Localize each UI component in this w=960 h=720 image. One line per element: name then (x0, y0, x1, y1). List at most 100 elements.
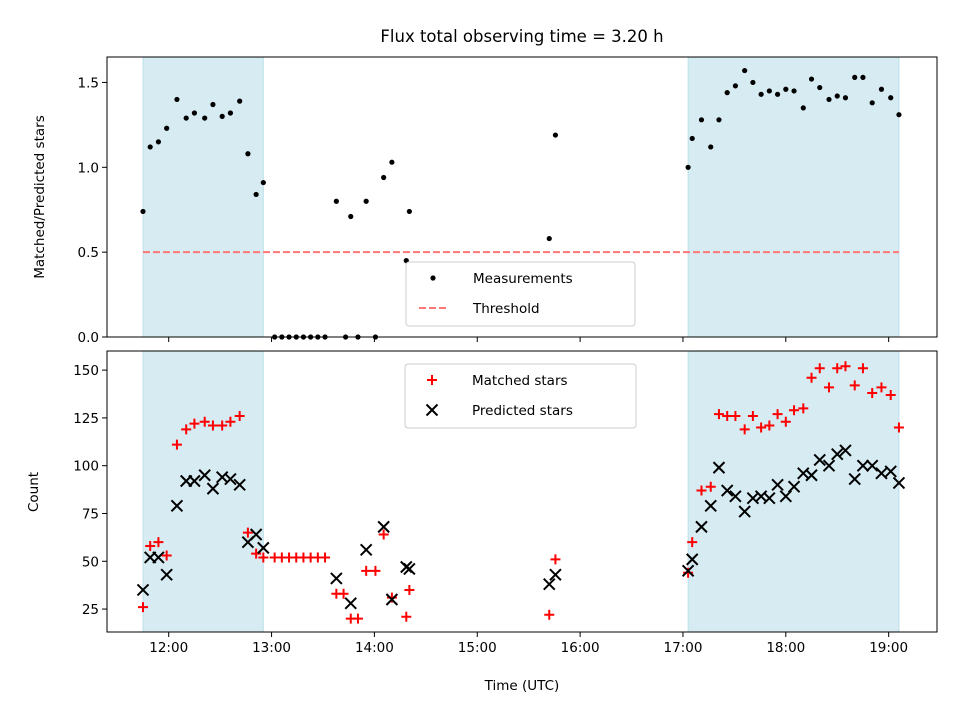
x-tick-label: 14:00 (355, 640, 394, 656)
predicted-stars-point (377, 520, 390, 534)
top-y-tick-label: 0.0 (78, 330, 99, 346)
matched-stars-point (225, 416, 236, 427)
bottom-shaded-region (687, 350, 900, 633)
x-tick-label: 17:00 (664, 640, 703, 656)
x-tick-label: 15:00 (458, 640, 497, 656)
matched-stars-point (756, 422, 767, 433)
matched-stars-point (730, 410, 741, 421)
matched-stars-point (824, 382, 835, 393)
measurements-point (888, 95, 894, 101)
legend-measurements-swatch (430, 275, 436, 281)
x-tick-label: 19:00 (869, 640, 908, 656)
top-axes-frame (106, 56, 938, 338)
measurements-point (869, 100, 875, 106)
predicted-stars-point (170, 499, 184, 513)
predicted-stars-point (892, 476, 906, 490)
measurements-point (381, 174, 387, 181)
predicted-stars-point (359, 543, 373, 557)
matched-stars-point (378, 529, 389, 540)
measurements-point (260, 179, 266, 186)
top-shaded-region (142, 56, 264, 338)
measurements-point (685, 164, 691, 170)
measurements-point (808, 76, 815, 82)
measurements-point (842, 95, 849, 101)
top-legend-box (405, 261, 636, 327)
predicted-stars-point (805, 469, 818, 482)
measurements-point (758, 91, 764, 97)
top-panel: 0.0 0.5 1.0 1.5 Measurements Threshold (78, 56, 938, 346)
matched-stars-point (789, 405, 800, 416)
predicted-stars-point (330, 572, 343, 585)
measurements-point (783, 86, 789, 92)
measurements-point (766, 88, 772, 94)
measurements-point (174, 96, 180, 103)
measurements-point (689, 135, 695, 142)
measurements-point (716, 117, 722, 123)
measurements-point (406, 208, 412, 215)
bottom-shaded-region (142, 350, 264, 633)
measurements-point (552, 132, 559, 138)
predicted-stars-point (856, 459, 870, 472)
top-y-tick-label: 1.5 (78, 75, 99, 91)
matched-stars-point (320, 552, 331, 563)
measurements-point (389, 159, 395, 165)
predicted-stars-point (848, 472, 861, 486)
matched-stars-point (137, 602, 148, 613)
predicted-stars-point (875, 467, 888, 480)
x-axis-label: Time (UTC) (484, 678, 560, 694)
matched-stars-point (370, 565, 381, 576)
predicted-stars-point (787, 480, 801, 493)
predicted-stars-point (198, 469, 211, 482)
top-legend: Measurements Threshold (405, 261, 636, 327)
measurements-point (147, 144, 153, 150)
matched-stars-point (251, 548, 262, 559)
predicted-stars-point (822, 459, 836, 472)
measurements-point (800, 105, 806, 111)
measurements-point (333, 198, 339, 204)
predicted-stars-point (206, 482, 220, 495)
x-tick-label: 12:00 (149, 640, 188, 656)
predicted-stars-point (771, 478, 784, 492)
matched-stars-point (217, 420, 228, 431)
measurements-point (227, 110, 234, 116)
measurements-point (817, 84, 823, 91)
predicted-stars-point (224, 472, 237, 486)
predicted-stars-point (681, 564, 695, 578)
legend-threshold-label: Threshold (472, 301, 540, 317)
bottom-y-tick-label: 100 (73, 459, 99, 475)
matched-stars-point (145, 540, 156, 551)
matched-stars-point (242, 527, 253, 538)
measurements-point (708, 144, 714, 150)
measurements-point (742, 67, 748, 74)
measurements-point (164, 125, 170, 131)
bottom-y-axis-label: Count (26, 472, 42, 512)
matched-stars-point (207, 420, 218, 431)
predicted-stars-point (720, 484, 734, 497)
predicted-stars-point (543, 578, 556, 591)
predicted-stars-point (136, 583, 150, 597)
matched-stars-point (876, 382, 887, 393)
matched-stars-point (840, 361, 851, 372)
predicted-stars-point (160, 568, 173, 581)
matched-stars-point (814, 363, 825, 374)
measurements-point (219, 113, 225, 119)
matched-stars-point (199, 416, 210, 427)
predicted-stars-point (729, 490, 742, 503)
predicted-stars-point (884, 465, 897, 478)
x-tick-label: 13:00 (252, 640, 291, 656)
legend-measurements-label: Measurements (473, 271, 573, 287)
legend-matched-stars-label: Matched stars (472, 373, 568, 389)
legend-predicted-stars-label: Predicted stars (472, 403, 573, 419)
measurements-point (363, 198, 369, 204)
predicted-stars-point (403, 562, 416, 576)
x-tick-label: 16:00 (561, 640, 600, 656)
measurements-point (237, 98, 243, 104)
bottom-y-tick-label: 125 (73, 411, 99, 427)
predicted-stars-point (188, 474, 201, 488)
measurements-point (140, 208, 146, 215)
figure-title: Flux total observing time = 3.20 h (380, 27, 663, 46)
matched-stars-point (849, 380, 860, 391)
predicted-stars-point (763, 491, 776, 505)
bottom-y-tick-label: 75 (82, 506, 99, 522)
